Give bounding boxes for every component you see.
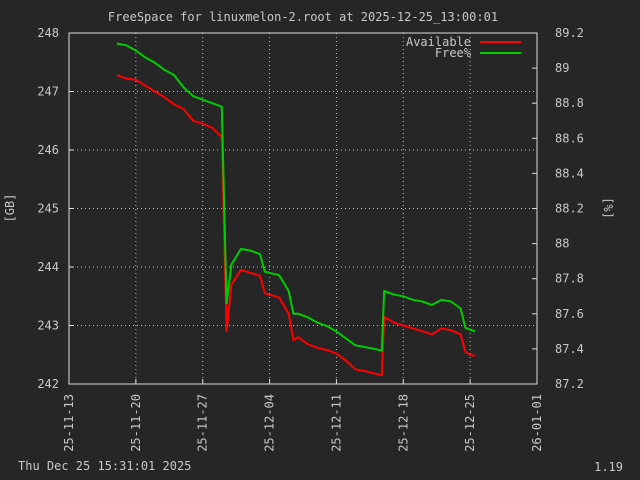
footer-version: 1.19 <box>594 460 623 474</box>
y2-axis-label: [%] <box>601 197 615 219</box>
x-tick-label: 25-12-18 <box>396 394 410 452</box>
x-tick-label: 25-12-11 <box>329 394 343 452</box>
y2-tick-label: 88.8 <box>555 96 584 110</box>
footer-timestamp: Thu Dec 25 15:31:01 2025 <box>18 459 191 473</box>
x-tick-label: 25-12-04 <box>263 394 277 452</box>
y-tick-label: 247 <box>37 85 59 99</box>
y2-tick-label: 89.2 <box>555 26 584 40</box>
x-tick-label: 25-11-13 <box>62 394 76 452</box>
legend-label-1: Free% <box>435 46 472 60</box>
series-line-0 <box>116 74 476 377</box>
y2-tick-label: 89 <box>555 61 569 75</box>
y-tick-label: 242 <box>37 377 59 391</box>
y2-tick-label: 87.4 <box>555 342 584 356</box>
y2-tick-label: 88.2 <box>555 202 584 216</box>
y2-tick-label: 87.2 <box>555 377 584 391</box>
y-tick-label: 243 <box>37 319 59 333</box>
x-tick-label: 25-11-27 <box>196 394 210 452</box>
y2-tick-label: 87.8 <box>555 272 584 286</box>
y2-tick-label: 88 <box>555 237 569 251</box>
legend-label-0: Available <box>406 35 471 49</box>
y2-tick-label: 88.4 <box>555 166 584 180</box>
chart-title: FreeSpace for linuxmelon-2.root at 2025-… <box>108 10 498 24</box>
y-axis-label: [GB] <box>3 194 17 223</box>
axis-ticks: 242 243 244 245 246 247 248 87.2 87.4 87.6 87.8 88 8… <box>37 26 584 452</box>
y-tick-label: 246 <box>37 143 59 157</box>
series-layer <box>116 42 476 377</box>
y-tick-label: 244 <box>37 260 59 274</box>
x-tick-label: 25-11-20 <box>129 394 143 452</box>
y2-tick-label: 87.6 <box>555 307 584 321</box>
x-tick-label: 26-01-01 <box>530 394 544 452</box>
x-tick-label: 25-12-25 <box>463 394 477 452</box>
y-tick-label: 245 <box>37 202 59 216</box>
series-line-1 <box>116 42 476 352</box>
y2-tick-label: 88.6 <box>555 131 584 145</box>
y-tick-label: 248 <box>37 26 59 40</box>
